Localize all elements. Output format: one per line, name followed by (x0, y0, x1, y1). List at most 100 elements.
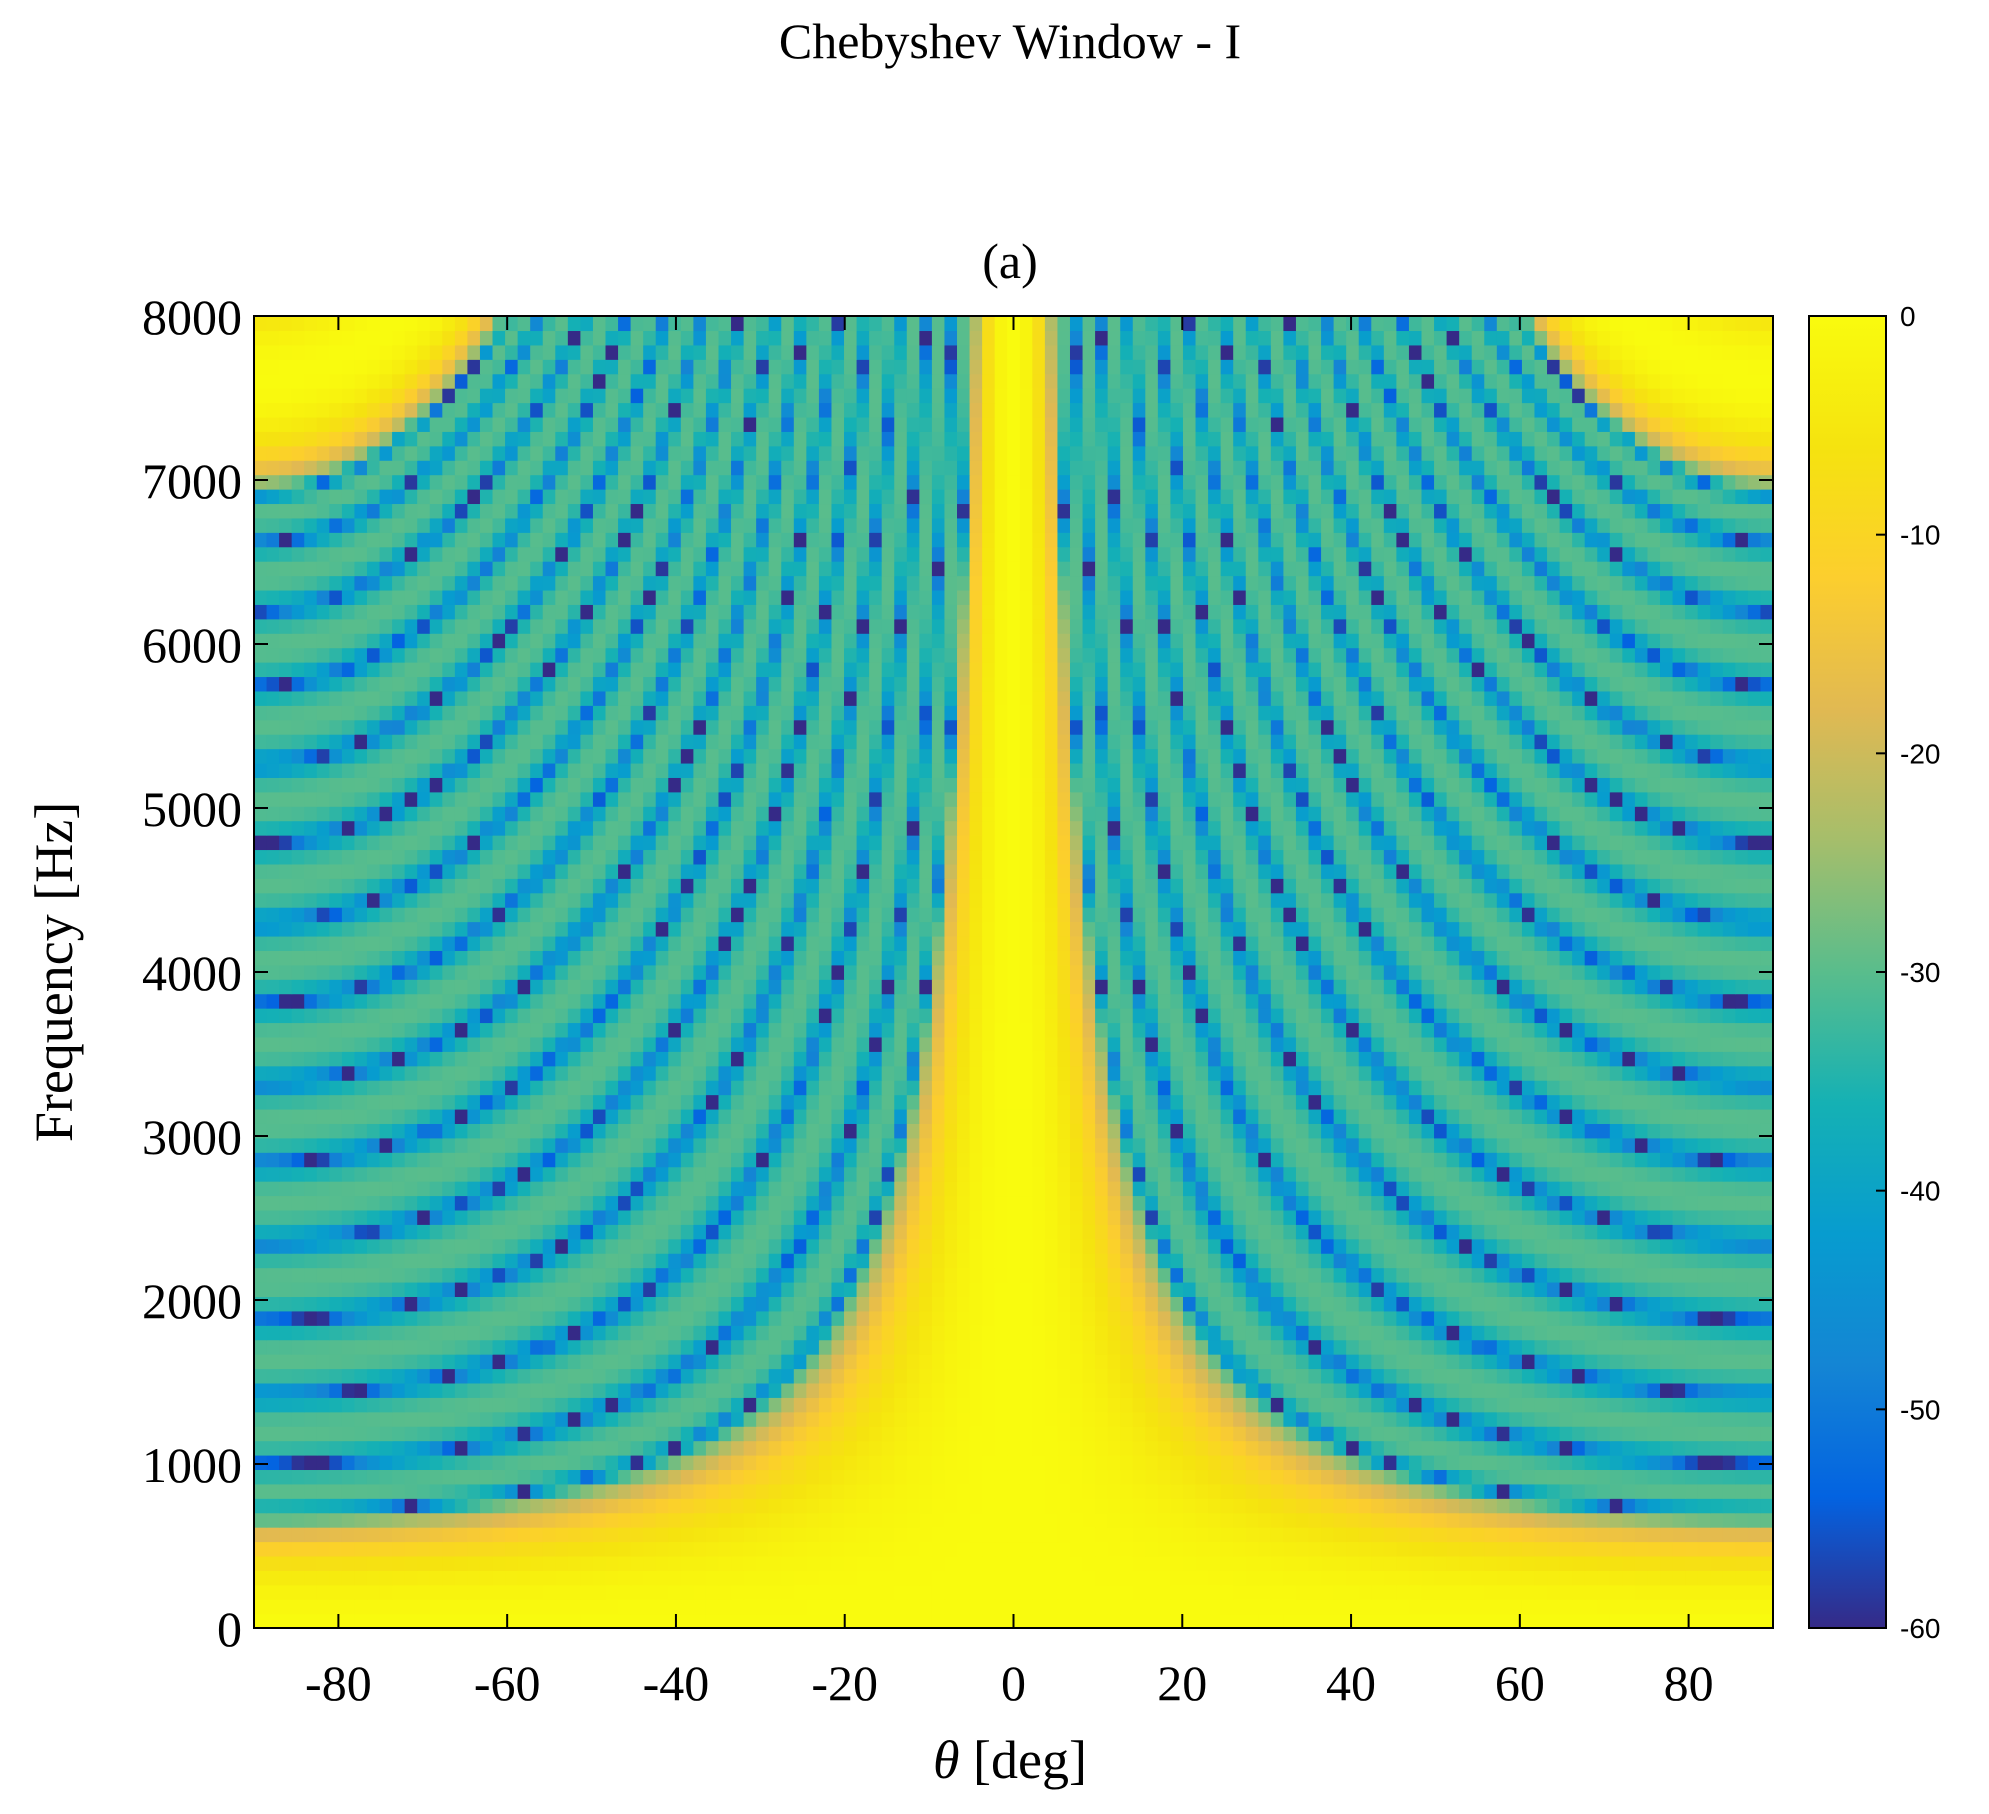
heatmap-cell (555, 1195, 569, 1211)
heatmap-cell (1233, 1166, 1247, 1182)
heatmap-cell (505, 1411, 519, 1427)
heatmap-cell (1434, 1555, 1448, 1571)
heatmap-cell (1534, 1036, 1548, 1052)
heatmap-cell (1471, 1195, 1485, 1211)
heatmap-cell (555, 1065, 569, 1081)
heatmap-cell (467, 1123, 481, 1139)
heatmap-cell (680, 1209, 694, 1225)
heatmap-cell (630, 1613, 644, 1629)
heatmap-cell (1069, 1253, 1084, 1269)
heatmap-cell (931, 1296, 946, 1312)
heatmap-cell (806, 1281, 820, 1297)
heatmap-cell (417, 1570, 431, 1586)
heatmap-cell (1609, 1137, 1623, 1153)
heatmap-cell (1157, 1440, 1172, 1456)
heatmap-cell (1722, 1584, 1736, 1600)
heatmap-cell (1672, 1426, 1686, 1442)
heatmap-cell (1321, 1426, 1335, 1442)
heatmap-cell (1195, 1599, 1209, 1615)
heatmap-cell (668, 1152, 682, 1168)
heatmap-cell (756, 1296, 770, 1312)
heatmap-cell (316, 1195, 330, 1211)
heatmap-cell (279, 1570, 293, 1586)
heatmap-cell (1371, 1613, 1385, 1629)
heatmap-cell (982, 1281, 996, 1297)
heatmap-cell (1710, 1036, 1724, 1052)
heatmap-cell (1308, 1152, 1322, 1168)
heatmap-cell (1208, 1094, 1222, 1110)
heatmap-cell (1095, 1426, 1109, 1442)
heatmap-cell (479, 1022, 494, 1038)
heatmap-cell (442, 1512, 456, 1528)
heatmap-cell (1547, 1512, 1561, 1528)
heatmap-cell (1685, 1368, 1699, 1384)
heatmap-cell (1220, 1310, 1234, 1326)
heatmap-cell (781, 1267, 795, 1283)
heatmap-cell (505, 1108, 519, 1124)
heatmap-cell (768, 1426, 782, 1442)
heatmap-cell (1459, 1483, 1473, 1499)
heatmap-cell (291, 1065, 305, 1081)
heatmap-cell (254, 1195, 268, 1211)
heatmap-cell (705, 1512, 720, 1528)
heatmap-cell (417, 1209, 431, 1225)
heatmap-cell (1547, 1440, 1561, 1456)
heatmap-cell (1521, 1382, 1536, 1398)
heatmap-cell (1095, 1108, 1109, 1124)
heatmap-cell (994, 1397, 1008, 1413)
heatmap-cell (1258, 1599, 1272, 1615)
heatmap-cell (1521, 1426, 1536, 1442)
heatmap-cell (1735, 1253, 1749, 1269)
heatmap-cell (869, 1613, 883, 1629)
heatmap-cell (1057, 1238, 1071, 1254)
heatmap-cell (856, 1570, 870, 1586)
heatmap-cell (379, 1296, 393, 1312)
heatmap-cell (1622, 1325, 1636, 1341)
heatmap-cell (404, 1267, 418, 1283)
heatmap-cell (1735, 1397, 1749, 1413)
heatmap-cell (1584, 1368, 1598, 1384)
heatmap-cell (1459, 1426, 1473, 1442)
heatmap-cell (856, 1498, 870, 1514)
heatmap-cell (517, 1080, 531, 1096)
heatmap-cell (254, 1541, 268, 1557)
heatmap-cell (1057, 1325, 1071, 1341)
heatmap-cell (1170, 1137, 1184, 1153)
heatmap-cell (1245, 1454, 1259, 1471)
heatmap-cell (1007, 1281, 1021, 1297)
heatmap-cell (1547, 1267, 1561, 1283)
heatmap-cell (894, 1454, 908, 1471)
heatmap-cell (1044, 1397, 1059, 1413)
heatmap-cell (630, 1599, 644, 1615)
heatmap-cell (542, 1512, 556, 1528)
heatmap-cell (442, 1094, 456, 1110)
heatmap-cell (254, 1613, 268, 1629)
heatmap-cell (1634, 1051, 1649, 1067)
heatmap-cell (1572, 1354, 1586, 1370)
heatmap-cell (1245, 1108, 1259, 1124)
heatmap-cell (542, 1253, 556, 1269)
heatmap-cell (718, 1036, 732, 1052)
heatmap-cell (1044, 1613, 1059, 1629)
heatmap-cell (1032, 1483, 1046, 1499)
heatmap-cell (944, 1368, 958, 1384)
heatmap-cell (1032, 1368, 1046, 1384)
heatmap-cell (1258, 1570, 1272, 1586)
heatmap-cell (1408, 1238, 1423, 1254)
heatmap-cell (1258, 1310, 1272, 1326)
heatmap-cell (1747, 1483, 1762, 1499)
heatmap-cell (919, 1036, 933, 1052)
heatmap-cell (1358, 1209, 1372, 1225)
heatmap-cell (1057, 1613, 1071, 1629)
heatmap-cell (618, 1080, 632, 1096)
heatmap-cell (1609, 1224, 1623, 1240)
heatmap-cell (517, 1296, 531, 1312)
heatmap-cell (844, 1397, 858, 1413)
heatmap-cell (567, 1195, 581, 1211)
heatmap-cell (1120, 1555, 1134, 1571)
heatmap-cell (793, 1094, 807, 1110)
heatmap-cell (266, 1382, 280, 1398)
heatmap-cell (417, 1469, 431, 1485)
heatmap-cell (969, 1181, 983, 1197)
heatmap-cell (957, 1281, 971, 1297)
